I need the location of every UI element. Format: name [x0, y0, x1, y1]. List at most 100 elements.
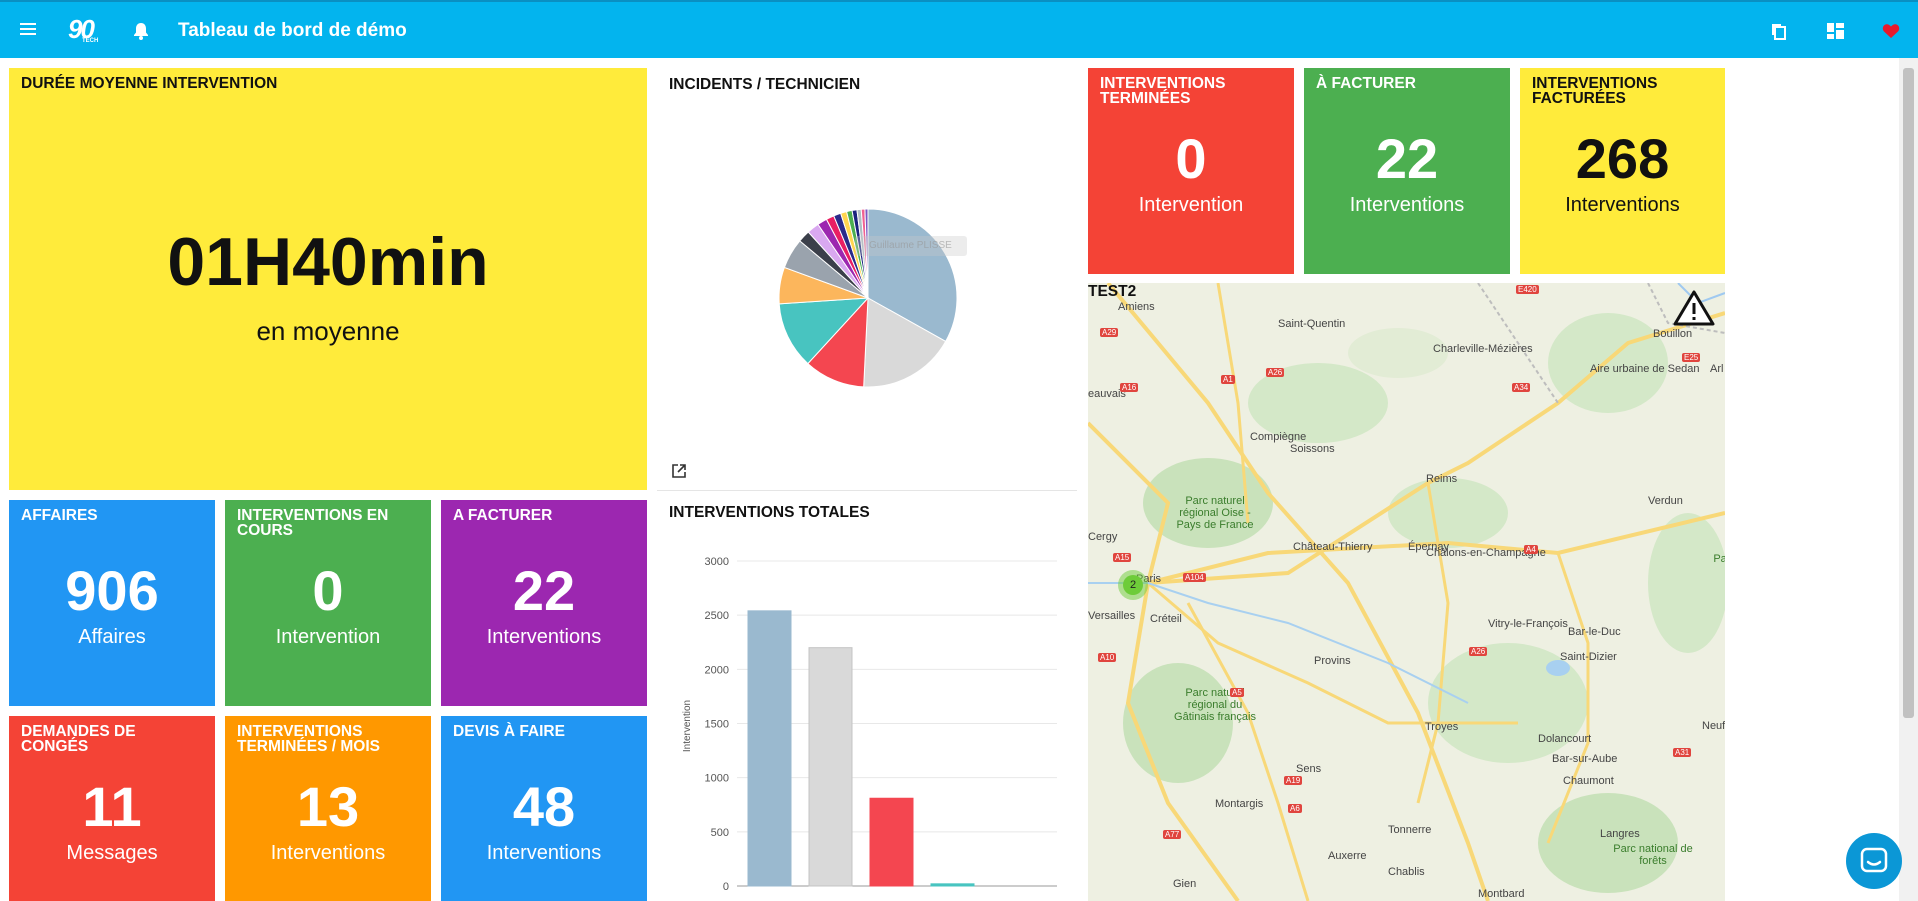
map-label-24: Chaumont: [1563, 775, 1614, 787]
tile-terminees-mois[interactable]: Interventions terminées / mois 13 Interv…: [225, 716, 431, 901]
warning-icon[interactable]: [1673, 289, 1715, 332]
map-label-55: A31: [1673, 748, 1692, 757]
tile-duree-moyenne[interactable]: Durée moyenne intervention 01H40min en m…: [9, 68, 647, 490]
map-label-23: Bar-sur-Aube: [1552, 753, 1618, 765]
map-background: [1088, 283, 1725, 901]
map-cluster-count: 2: [1129, 579, 1137, 591]
pie-slice-3[interactable]: [778, 297, 870, 365]
map-label-12: Versailles: [1088, 610, 1136, 622]
y-axis-label: Intervention: [682, 700, 693, 752]
tile-interventions-facturees[interactable]: Interventions facturées 268 Intervention…: [1520, 68, 1725, 274]
bar-1[interactable]: [808, 647, 853, 887]
pie-slice-1[interactable]: [863, 297, 947, 388]
totales-title: Interventions totales: [669, 504, 870, 521]
dashboard-icon[interactable]: [1827, 23, 1844, 44]
map-label-52: A19: [1284, 776, 1303, 785]
map-label-29: Langres: [1600, 828, 1640, 840]
tile-interventions-terminees[interactable]: Interventions terminées 0 Intervention: [1088, 68, 1294, 274]
tile-value: 48: [512, 775, 576, 838]
map-label-37: Arl: [1710, 363, 1724, 375]
tile-value: 906: [65, 559, 159, 622]
tile-value: 22: [1375, 127, 1439, 190]
map-label-4: Compiègne: [1250, 431, 1307, 443]
open-external-icon[interactable]: [672, 464, 686, 483]
map-label-14: Châlons-en-Champagne: [1426, 547, 1546, 559]
y-tick-label-6: 3000: [705, 556, 729, 568]
map-label-3: Aire urbaine de Sedan: [1590, 363, 1700, 375]
map-label-40: A26: [1266, 368, 1285, 377]
tile-sub: Intervention: [1138, 194, 1244, 216]
tile-title: À facturer: [1316, 75, 1416, 92]
logo-sub: TECH: [82, 38, 99, 44]
tile-sub: Interventions: [1349, 194, 1465, 216]
map-label-36: Cergy: [1088, 531, 1118, 543]
tile-value: 13: [296, 775, 360, 838]
logo[interactable]: 90 TECH: [68, 14, 102, 46]
map-label-27: Tonnerre: [1388, 824, 1432, 836]
map-label-22: Dolancourt: [1538, 733, 1592, 745]
map-test2[interactable]: Amiens Saint-Quentin Charleville-Mézières A…: [1088, 283, 1725, 901]
chat-button[interactable]: [1846, 833, 1902, 889]
bar-0[interactable]: [747, 610, 792, 887]
incidents-pie-chart[interactable]: [657, 98, 1077, 478]
map-label-25: Montargis: [1215, 798, 1264, 810]
map-label-16: Bar-le-Duc: [1568, 626, 1621, 638]
tile-title: Demandes de congés: [21, 723, 136, 755]
pie-slice-16[interactable]: [864, 208, 869, 299]
tile-title: A facturer: [453, 507, 553, 524]
map-label-6: Reims: [1426, 473, 1458, 485]
map-label-10: Verdun: [1648, 495, 1683, 507]
tile-sub: Messages: [66, 842, 158, 864]
bar-2[interactable]: [869, 797, 914, 887]
totales-bar-chart[interactable]: 0 500 1000 1500 2000 2500 3000 Intervention: [657, 521, 1077, 901]
tile-title: Interventions facturées: [1532, 75, 1658, 107]
tile-title: Devis à faire: [453, 723, 565, 740]
tile-devis-a-faire[interactable]: Devis à faire 48 Interventions: [441, 716, 647, 901]
map-label-46: A4: [1524, 545, 1538, 554]
incidents-title: Incidents / technicien: [669, 76, 861, 93]
tile-interventions-en-cours[interactable]: Interventions en cours 0 Intervention: [225, 500, 431, 706]
map-cluster-inner: 2: [1123, 575, 1143, 595]
map-title: test2: [1088, 283, 1137, 300]
y-tick-label-3: 1500: [705, 719, 729, 731]
tile-a-facturer[interactable]: À facturer 22 Interventions: [1304, 68, 1510, 274]
map-label-54: A77: [1163, 830, 1182, 839]
tile-a-facturer-purple[interactable]: A facturer 22 Interventions: [441, 500, 647, 706]
map-label-30: Parc national de forêts: [1613, 843, 1693, 867]
map-label-39: A29: [1100, 328, 1119, 337]
map-label-35: eauvais: [1088, 388, 1126, 400]
copy-icon[interactable]: [1771, 23, 1787, 45]
bar-3[interactable]: [930, 883, 975, 887]
pie-slice-0[interactable]: [867, 208, 958, 343]
map-label-32: Gien: [1173, 878, 1197, 890]
y-tick-label-2: 1000: [705, 773, 729, 785]
logo-text: 90: [68, 14, 95, 44]
page-scrollbar[interactable]: [1899, 58, 1918, 901]
y-tick-label-5: 2500: [705, 610, 729, 622]
heart-icon[interactable]: [1882, 23, 1900, 44]
map-label-47: A104: [1183, 573, 1206, 582]
tile-title: Interventions en cours: [237, 507, 389, 539]
tile-sub: Interventions: [270, 842, 386, 864]
pie-tooltip-text: Guillaume PLISSE: [869, 240, 952, 251]
map-label-31: Neufch: [1702, 720, 1725, 732]
map-label-51: A26: [1469, 647, 1488, 656]
bell-icon[interactable]: [133, 22, 149, 45]
map-cluster-marker[interactable]: 2: [1118, 570, 1148, 600]
scrollbar-thumb[interactable]: [1903, 68, 1914, 718]
map-label-42: A1: [1221, 375, 1235, 384]
tile-demandes-conges[interactable]: Demandes de congés 11 Messages: [9, 716, 215, 901]
map-label-19: Parc naturel régional du Gâtinais frança…: [1174, 687, 1256, 723]
y-tick-label-0: 0: [723, 881, 729, 893]
map-label-41: A16: [1120, 383, 1139, 392]
map-label-18: Provins: [1314, 655, 1351, 667]
map-label-53: A6: [1288, 804, 1302, 813]
map-label-5: Soissons: [1290, 443, 1335, 455]
map-label-45: E420: [1516, 285, 1539, 294]
map-label-20: Troyes: [1425, 721, 1459, 733]
tile-affaires[interactable]: Affaires 906 Affaires: [9, 500, 215, 706]
menu-icon[interactable]: [20, 22, 36, 36]
top-bar: 90 TECH Tableau de bord de démo: [0, 0, 1918, 58]
map-label-15: Vitry-le-François: [1488, 618, 1568, 630]
map-label-43: A34: [1512, 383, 1531, 392]
